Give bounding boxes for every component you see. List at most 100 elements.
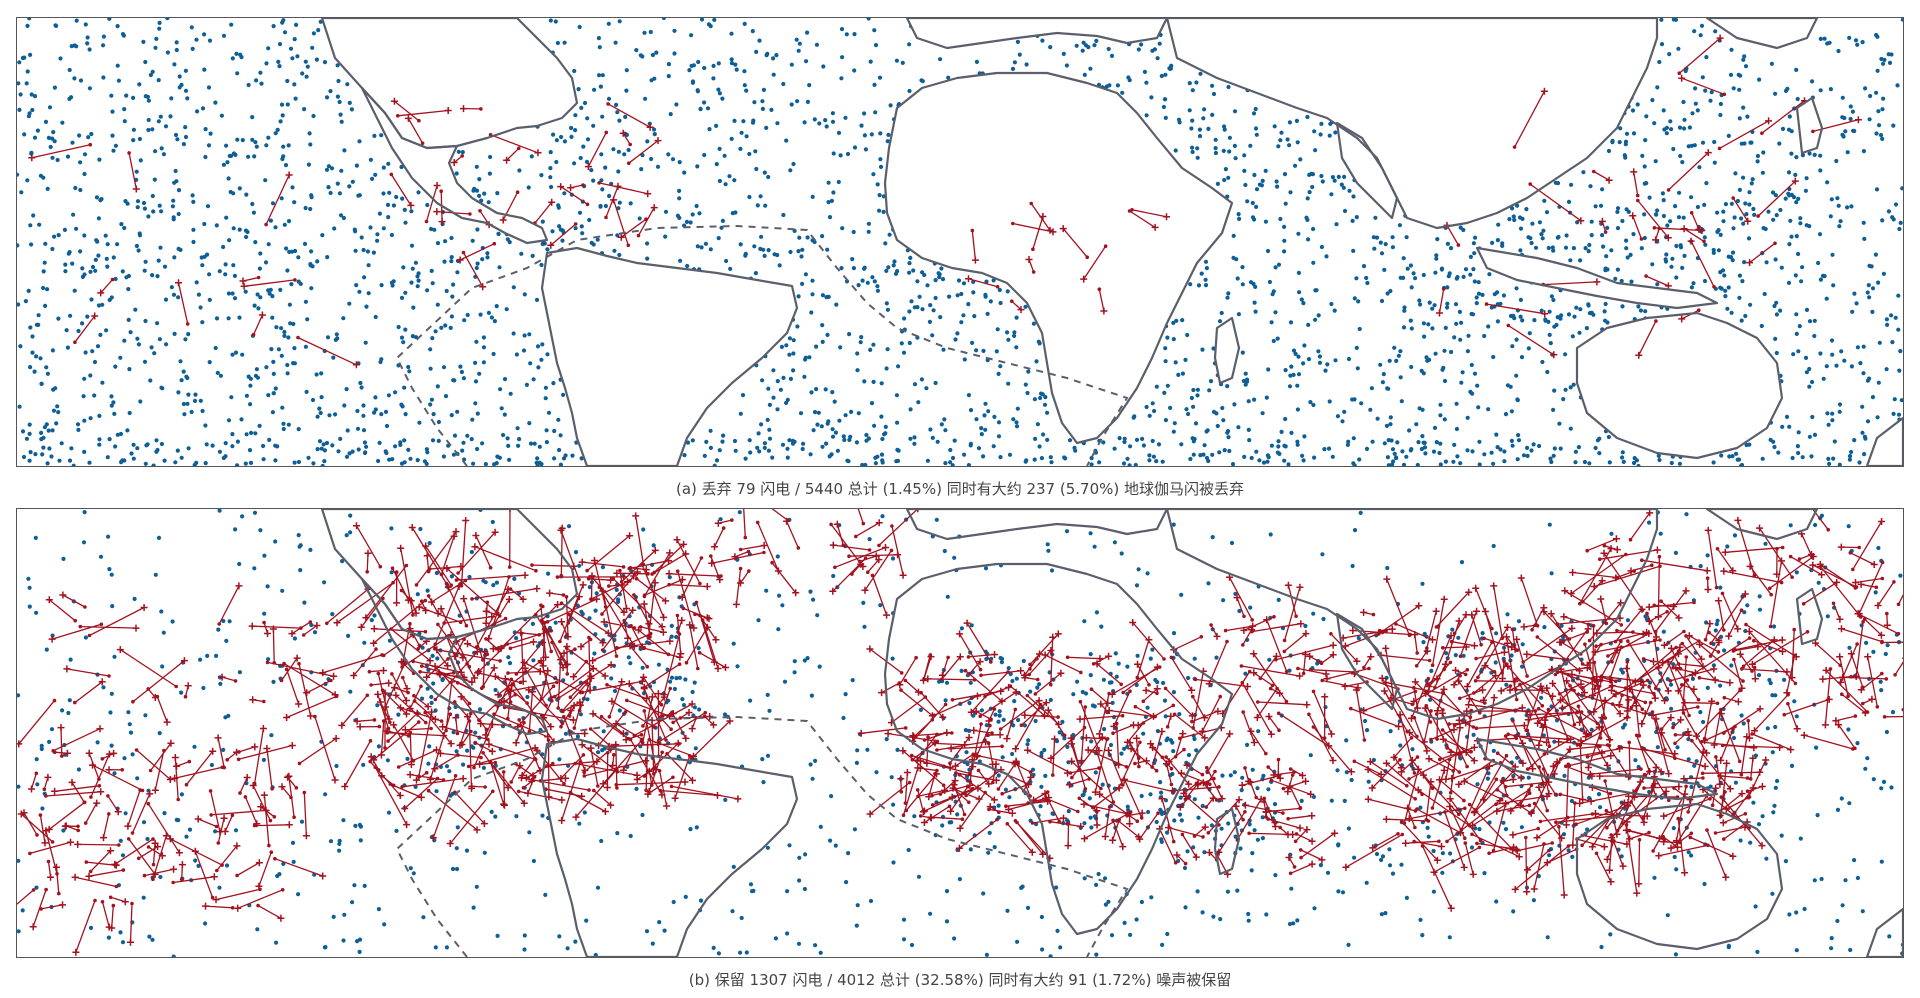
noise-point bbox=[504, 307, 509, 312]
flash-track bbox=[1436, 287, 1446, 317]
noise-point bbox=[563, 453, 568, 458]
noise-point bbox=[1409, 447, 1414, 452]
noise-point bbox=[742, 83, 747, 88]
flash-track bbox=[1731, 196, 1752, 225]
noise-point bbox=[231, 226, 236, 231]
noise-point bbox=[1387, 863, 1393, 868]
noise-point bbox=[250, 115, 255, 120]
land-mask-europe bbox=[907, 18, 1167, 48]
region-boundary-dashed bbox=[395, 224, 1129, 466]
noise-point bbox=[654, 50, 659, 55]
noise-point bbox=[226, 316, 231, 321]
noise-point bbox=[1867, 295, 1872, 300]
noise-point bbox=[1401, 256, 1406, 261]
noise-point bbox=[205, 204, 211, 209]
noise-point bbox=[34, 757, 39, 762]
noise-point bbox=[320, 463, 325, 466]
noise-point bbox=[1180, 371, 1185, 376]
noise-point bbox=[562, 40, 567, 45]
noise-point bbox=[161, 152, 166, 157]
noise-point bbox=[988, 299, 993, 304]
noise-point bbox=[532, 441, 537, 446]
noise-point bbox=[791, 338, 796, 343]
noise-point bbox=[1824, 296, 1829, 301]
noise-point bbox=[264, 365, 269, 370]
noise-point bbox=[1893, 202, 1899, 207]
noise-point bbox=[138, 158, 143, 163]
noise-point bbox=[341, 215, 346, 221]
noise-point bbox=[1385, 291, 1390, 296]
noise-point bbox=[1100, 782, 1105, 787]
noise-point bbox=[1058, 945, 1063, 950]
noise-point bbox=[1870, 395, 1875, 400]
flash-track bbox=[1678, 74, 1727, 97]
noise-point bbox=[1737, 87, 1742, 92]
noise-point bbox=[206, 143, 212, 148]
noise-point bbox=[557, 447, 562, 453]
noise-point bbox=[1409, 285, 1414, 290]
noise-point bbox=[737, 510, 742, 515]
noise-point bbox=[69, 446, 74, 451]
noise-point bbox=[1631, 460, 1637, 466]
noise-point bbox=[314, 372, 319, 377]
noise-point bbox=[556, 417, 561, 422]
noise-point bbox=[1835, 196, 1840, 201]
noise-point bbox=[1629, 279, 1634, 284]
noise-point bbox=[243, 228, 249, 233]
noise-point bbox=[56, 410, 61, 415]
noise-point bbox=[1794, 312, 1799, 317]
noise-point bbox=[1121, 461, 1127, 466]
noise-point bbox=[273, 225, 278, 230]
noise-point bbox=[1636, 304, 1641, 309]
noise-point bbox=[508, 391, 513, 396]
noise-point bbox=[78, 160, 83, 165]
noise-point bbox=[1139, 42, 1144, 47]
noise-point bbox=[366, 263, 371, 268]
noise-point bbox=[1647, 520, 1652, 525]
noise-point bbox=[617, 200, 622, 205]
noise-point bbox=[1025, 742, 1030, 747]
noise-point bbox=[177, 74, 182, 79]
noise-point bbox=[1880, 107, 1885, 112]
flash-track bbox=[373, 765, 411, 829]
noise-point bbox=[1388, 288, 1393, 294]
noise-point bbox=[1718, 285, 1723, 290]
noise-point bbox=[1827, 461, 1832, 466]
noise-point bbox=[920, 79, 925, 84]
noise-point bbox=[386, 393, 391, 398]
noise-point bbox=[85, 35, 90, 40]
noise-point bbox=[1864, 640, 1869, 645]
noise-point bbox=[1386, 386, 1391, 391]
noise-point bbox=[285, 362, 290, 368]
noise-point bbox=[812, 410, 818, 415]
noise-point bbox=[344, 454, 350, 459]
noise-point bbox=[1559, 623, 1564, 628]
noise-point bbox=[1603, 268, 1608, 273]
noise-point bbox=[543, 385, 549, 390]
noise-point bbox=[1668, 219, 1673, 224]
noise-point bbox=[906, 847, 911, 853]
noise-point bbox=[1682, 126, 1687, 131]
noise-point bbox=[1283, 416, 1288, 422]
noise-point bbox=[1705, 553, 1710, 558]
noise-point bbox=[1879, 786, 1884, 791]
flash-track bbox=[1080, 244, 1108, 283]
noise-point bbox=[461, 440, 466, 445]
noise-point bbox=[458, 364, 463, 369]
noise-point bbox=[1291, 921, 1296, 926]
noise-point bbox=[1194, 80, 1199, 85]
noise-point bbox=[338, 436, 343, 441]
flash-track bbox=[406, 771, 446, 782]
noise-point bbox=[1364, 275, 1369, 281]
noise-point bbox=[1718, 232, 1723, 237]
noise-point bbox=[196, 292, 201, 297]
noise-point bbox=[1379, 298, 1385, 304]
noise-point bbox=[651, 543, 656, 548]
noise-point bbox=[266, 393, 271, 398]
noise-point bbox=[1558, 446, 1563, 451]
noise-point bbox=[347, 184, 352, 189]
noise-point bbox=[1617, 140, 1622, 145]
noise-point bbox=[556, 203, 561, 208]
noise-point bbox=[1287, 120, 1292, 125]
noise-point bbox=[694, 203, 699, 209]
